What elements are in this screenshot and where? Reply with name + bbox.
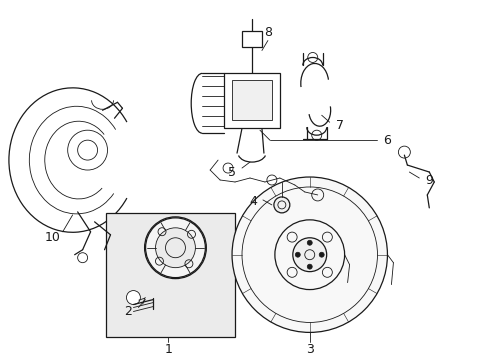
Circle shape	[232, 177, 386, 332]
Circle shape	[155, 228, 195, 268]
Text: 10: 10	[45, 231, 61, 244]
Circle shape	[319, 252, 324, 257]
Text: 1: 1	[164, 343, 172, 356]
Circle shape	[295, 252, 300, 257]
Circle shape	[292, 238, 326, 272]
Circle shape	[273, 197, 289, 213]
Text: 9: 9	[425, 174, 432, 186]
Text: 8: 8	[264, 26, 271, 39]
Text: 2: 2	[124, 305, 132, 318]
Bar	[105, 213, 235, 337]
Bar	[224, 73, 279, 128]
Bar	[232, 80, 271, 120]
Circle shape	[126, 291, 140, 305]
Text: 4: 4	[248, 195, 256, 208]
Text: 5: 5	[227, 166, 236, 179]
Circle shape	[306, 240, 312, 245]
Bar	[242, 31, 262, 46]
Circle shape	[306, 264, 312, 269]
Text: 7: 7	[335, 119, 343, 132]
Text: 3: 3	[305, 343, 313, 356]
Circle shape	[145, 218, 205, 278]
Text: 6: 6	[383, 134, 390, 147]
